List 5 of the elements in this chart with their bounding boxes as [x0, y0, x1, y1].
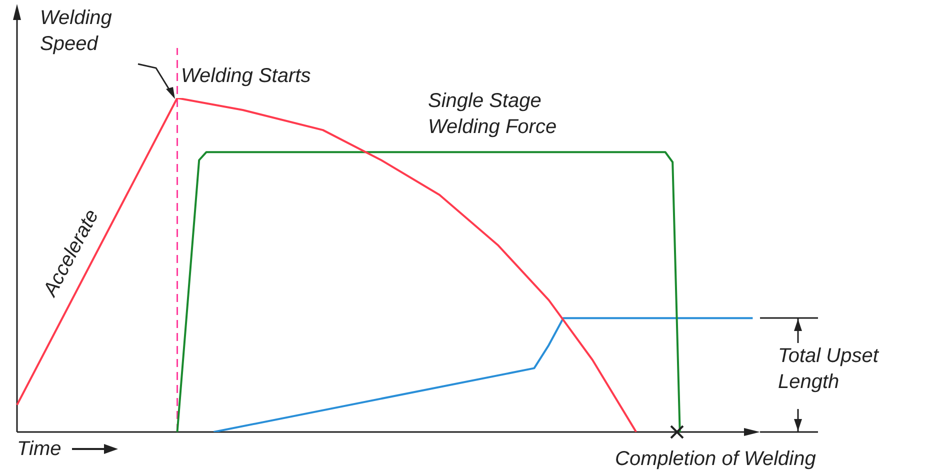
- annotation: Single Stage Welding Force: [428, 89, 558, 140]
- x-axis-title: Time: [17, 437, 62, 462]
- text: Completion of Welding: [615, 447, 816, 472]
- text: Welding Speed: [40, 6, 113, 57]
- text: Welding Starts: [181, 64, 311, 89]
